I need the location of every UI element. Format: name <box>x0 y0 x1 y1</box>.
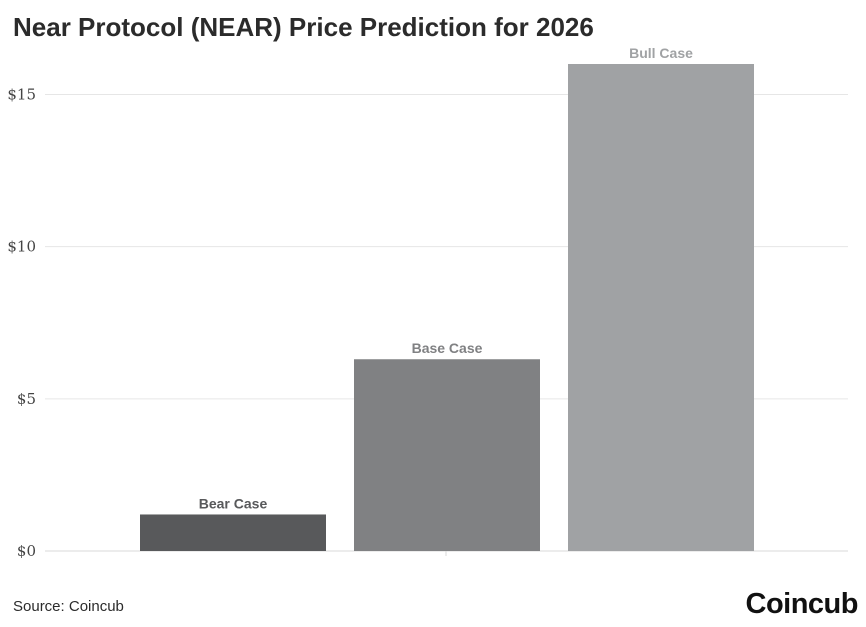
bar-base-case <box>354 359 540 551</box>
bars <box>140 64 754 551</box>
y-tick-label: $0 <box>17 542 36 560</box>
bar-label: Base Case <box>412 340 483 356</box>
source-note: Source: Coincub <box>13 598 124 615</box>
bar-bull-case <box>568 64 754 551</box>
bar-label: Bear Case <box>199 495 268 511</box>
y-tick-label: $5 <box>17 390 36 408</box>
y-tick-label: $15 <box>7 85 36 103</box>
chart-title: Near Protocol (NEAR) Price Prediction fo… <box>13 12 594 42</box>
y-axis-ticks: $0 $5 $10 $15 <box>7 85 36 560</box>
bar-labels: Bear Case Base Case Bull Case <box>199 45 693 511</box>
y-tick-label: $10 <box>7 238 36 256</box>
brand-logo: Coincub <box>745 588 859 620</box>
bar-label: Bull Case <box>629 45 693 61</box>
bar-bear-case <box>140 514 326 551</box>
